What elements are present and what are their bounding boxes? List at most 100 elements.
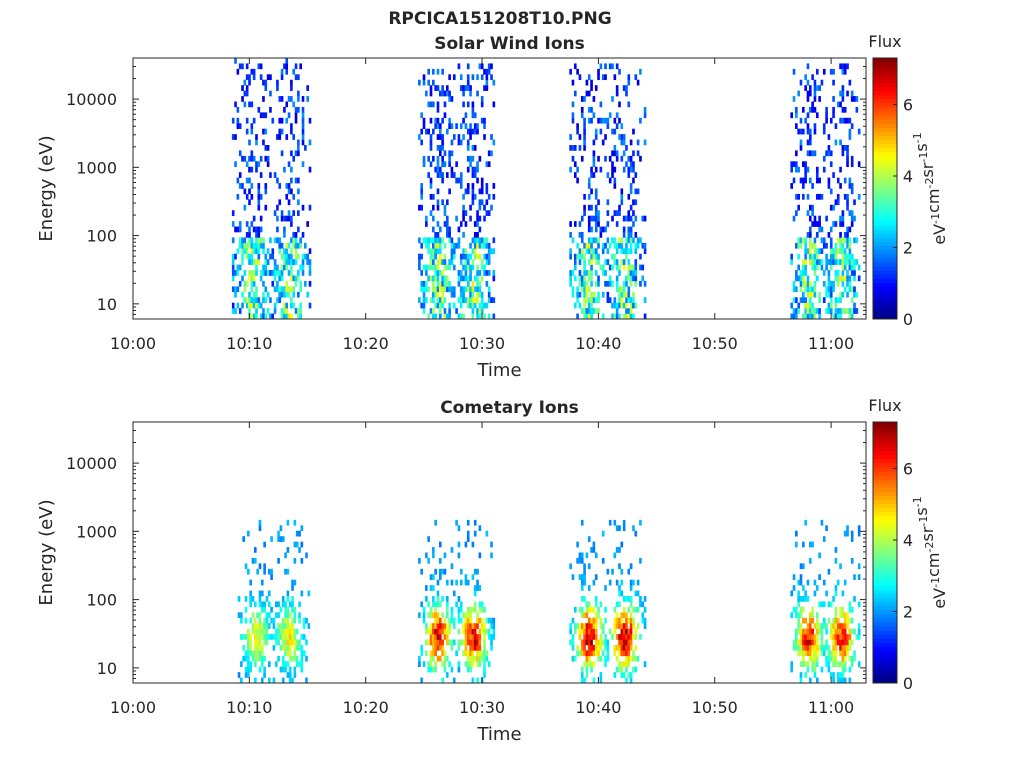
heatmap-cell: [445, 264, 449, 271]
heatmap-cell: [436, 188, 440, 195]
heatmap-cell: [450, 639, 454, 646]
heatmap-cell: [483, 215, 486, 222]
heatmap-cell: [443, 634, 447, 640]
heatmap-cell: [822, 166, 826, 173]
heatmap-cell: [441, 237, 444, 244]
heatmap-cell: [448, 123, 451, 129]
heatmap-cell: [590, 308, 593, 314]
heatmap-cell: [443, 308, 447, 314]
heatmap-cell: [293, 634, 297, 640]
heatmap-cell: [618, 242, 621, 249]
heatmap-cell: [420, 677, 424, 684]
heatmap-cell: [615, 155, 619, 162]
heatmap-cell: [464, 574, 468, 580]
heatmap-cell: [260, 590, 264, 597]
heatmap-cell: [848, 79, 852, 86]
heatmap-cell: [274, 612, 278, 619]
heatmap-cell: [250, 128, 254, 135]
heatmap-cell: [432, 280, 435, 287]
heatmap-cell: [254, 617, 257, 624]
heatmap-cell: [634, 215, 638, 222]
heatmap-cell: [429, 264, 433, 271]
heatmap-cell: [841, 242, 845, 249]
heatmap-cell: [476, 237, 479, 244]
heatmap-cell: [429, 237, 433, 244]
heatmap-cell: [255, 302, 258, 309]
heatmap-cell: [841, 644, 845, 651]
heatmap-cell: [839, 634, 842, 640]
heatmap-cell: [611, 280, 614, 287]
heatmap-cell: [813, 215, 817, 222]
heatmap-cell: [279, 623, 283, 629]
heatmap-cell: [802, 655, 805, 662]
heatmap-cell: [240, 677, 243, 684]
heatmap-cell: [808, 242, 812, 249]
heatmap-cell: [439, 557, 442, 564]
heatmap-cell: [590, 248, 593, 255]
heatmap-cell: [293, 541, 297, 548]
heatmap-cell: [634, 232, 638, 238]
heatmap-cell: [583, 210, 586, 216]
heatmap-cell: [622, 606, 626, 613]
heatmap-cell: [846, 63, 849, 70]
colorbar-swatch: [873, 74, 897, 79]
heatmap-cell: [276, 134, 279, 140]
heatmap-cell: [629, 280, 633, 287]
colorbar-swatch: [873, 674, 897, 680]
heatmap-cell: [420, 139, 424, 146]
heatmap-cell: [601, 291, 605, 298]
heatmap-cell: [258, 612, 262, 619]
heatmap-cell: [604, 270, 607, 276]
heatmap-cell: [804, 264, 807, 271]
colorbar-swatch: [873, 462, 897, 468]
heatmap-cell: [804, 242, 807, 249]
colorbar-swatch: [873, 666, 897, 672]
heatmap-cell: [843, 63, 847, 70]
heatmap-cell: [790, 253, 793, 260]
colorbar-swatch: [873, 466, 897, 472]
heatmap-cell: [836, 308, 840, 314]
heatmap-cell: [441, 199, 444, 206]
heatmap-cell: [613, 128, 617, 135]
heatmap-cell: [632, 525, 635, 532]
heatmap-cell: [827, 275, 831, 282]
heatmap-cell: [231, 308, 235, 314]
heatmap-cell: [580, 557, 584, 564]
heatmap-cell: [258, 650, 262, 657]
heatmap-cell: [601, 530, 605, 537]
heatmap-cell: [418, 237, 421, 244]
heatmap-cell: [280, 270, 284, 276]
heatmap-cell: [469, 134, 472, 140]
heatmap-cell: [587, 563, 591, 570]
heatmap-cell: [293, 666, 297, 673]
heatmap-cell: [452, 134, 456, 140]
heatmap-cell: [639, 596, 642, 602]
heatmap-cell: [848, 210, 852, 216]
heatmap-cell: [615, 623, 619, 629]
heatmap-cell: [592, 237, 596, 244]
heatmap-cell: [278, 248, 282, 255]
heatmap-cell: [258, 525, 262, 532]
heatmap-cell: [590, 85, 593, 91]
heatmap-cell: [420, 568, 424, 575]
heatmap-cell: [611, 128, 614, 135]
heatmap-cell: [302, 650, 306, 657]
heatmap-cell: [441, 68, 444, 75]
heatmap-cell: [258, 628, 262, 635]
heatmap-cell: [627, 155, 631, 162]
heatmap-cell: [434, 302, 437, 309]
heatmap-cell: [569, 166, 572, 173]
heatmap-cell: [243, 188, 247, 195]
heatmap-cell: [853, 628, 856, 635]
heatmap-cell: [297, 145, 300, 151]
heatmap-cell: [832, 628, 835, 635]
heatmap-cell: [238, 150, 242, 157]
heatmap-cell: [473, 644, 477, 651]
heatmap-cell: [276, 237, 279, 244]
heatmap-cell: [846, 232, 849, 238]
heatmap-cell: [286, 606, 290, 613]
colorbar-swatch: [873, 257, 897, 263]
heatmap-cell: [620, 199, 624, 206]
colorbar-swatch: [873, 286, 897, 291]
